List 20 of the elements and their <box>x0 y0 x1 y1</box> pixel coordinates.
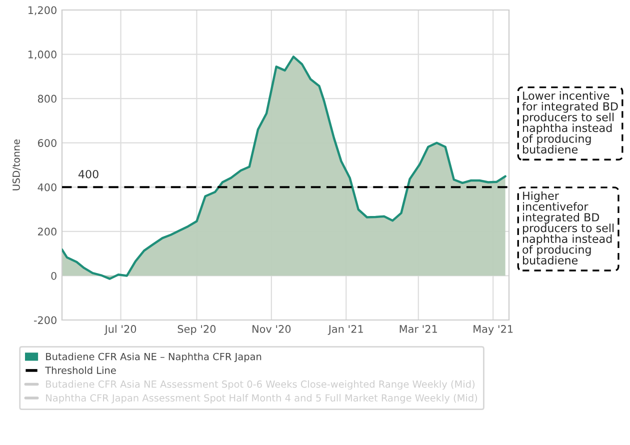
x-tick-label: Nov '20 <box>252 325 291 333</box>
x-tick-label: Mar '21 <box>400 325 437 333</box>
annotation: 400 <box>78 170 98 178</box>
y-axis-title: USD/tonne <box>12 139 21 190</box>
legend-label: Butadiene CFR Asia NE – Naphtha CFR Japan <box>46 352 262 362</box>
y-tick-label: 1,200 <box>28 6 56 16</box>
y-tick-label: 0 <box>51 272 56 280</box>
x-tick-label: Jan '21 <box>328 325 363 335</box>
text: Higher incentivefor integrated BD producers to sell naphtha instead of producing butadiene <box>522 191 614 264</box>
text: Lower incentive for integrated BD producers to sell naphtha instead of producing butadiene <box>522 91 618 154</box>
x-tick-label: May '21 <box>474 325 513 335</box>
y-tick-label: 1,000 <box>28 50 56 60</box>
x-tick-label: Sep '20 <box>178 325 216 335</box>
y-tick-label: 600 <box>38 139 56 147</box>
y-tick-label: -200 <box>34 316 56 324</box>
x-tick-label: Jul '20 <box>104 324 136 335</box>
y-tick-label: 800 <box>38 94 56 103</box>
y-tick-label: 200 <box>38 228 56 236</box>
y-tick-label: 400 <box>38 183 56 192</box>
legend-label: Threshold Line <box>45 366 116 374</box>
